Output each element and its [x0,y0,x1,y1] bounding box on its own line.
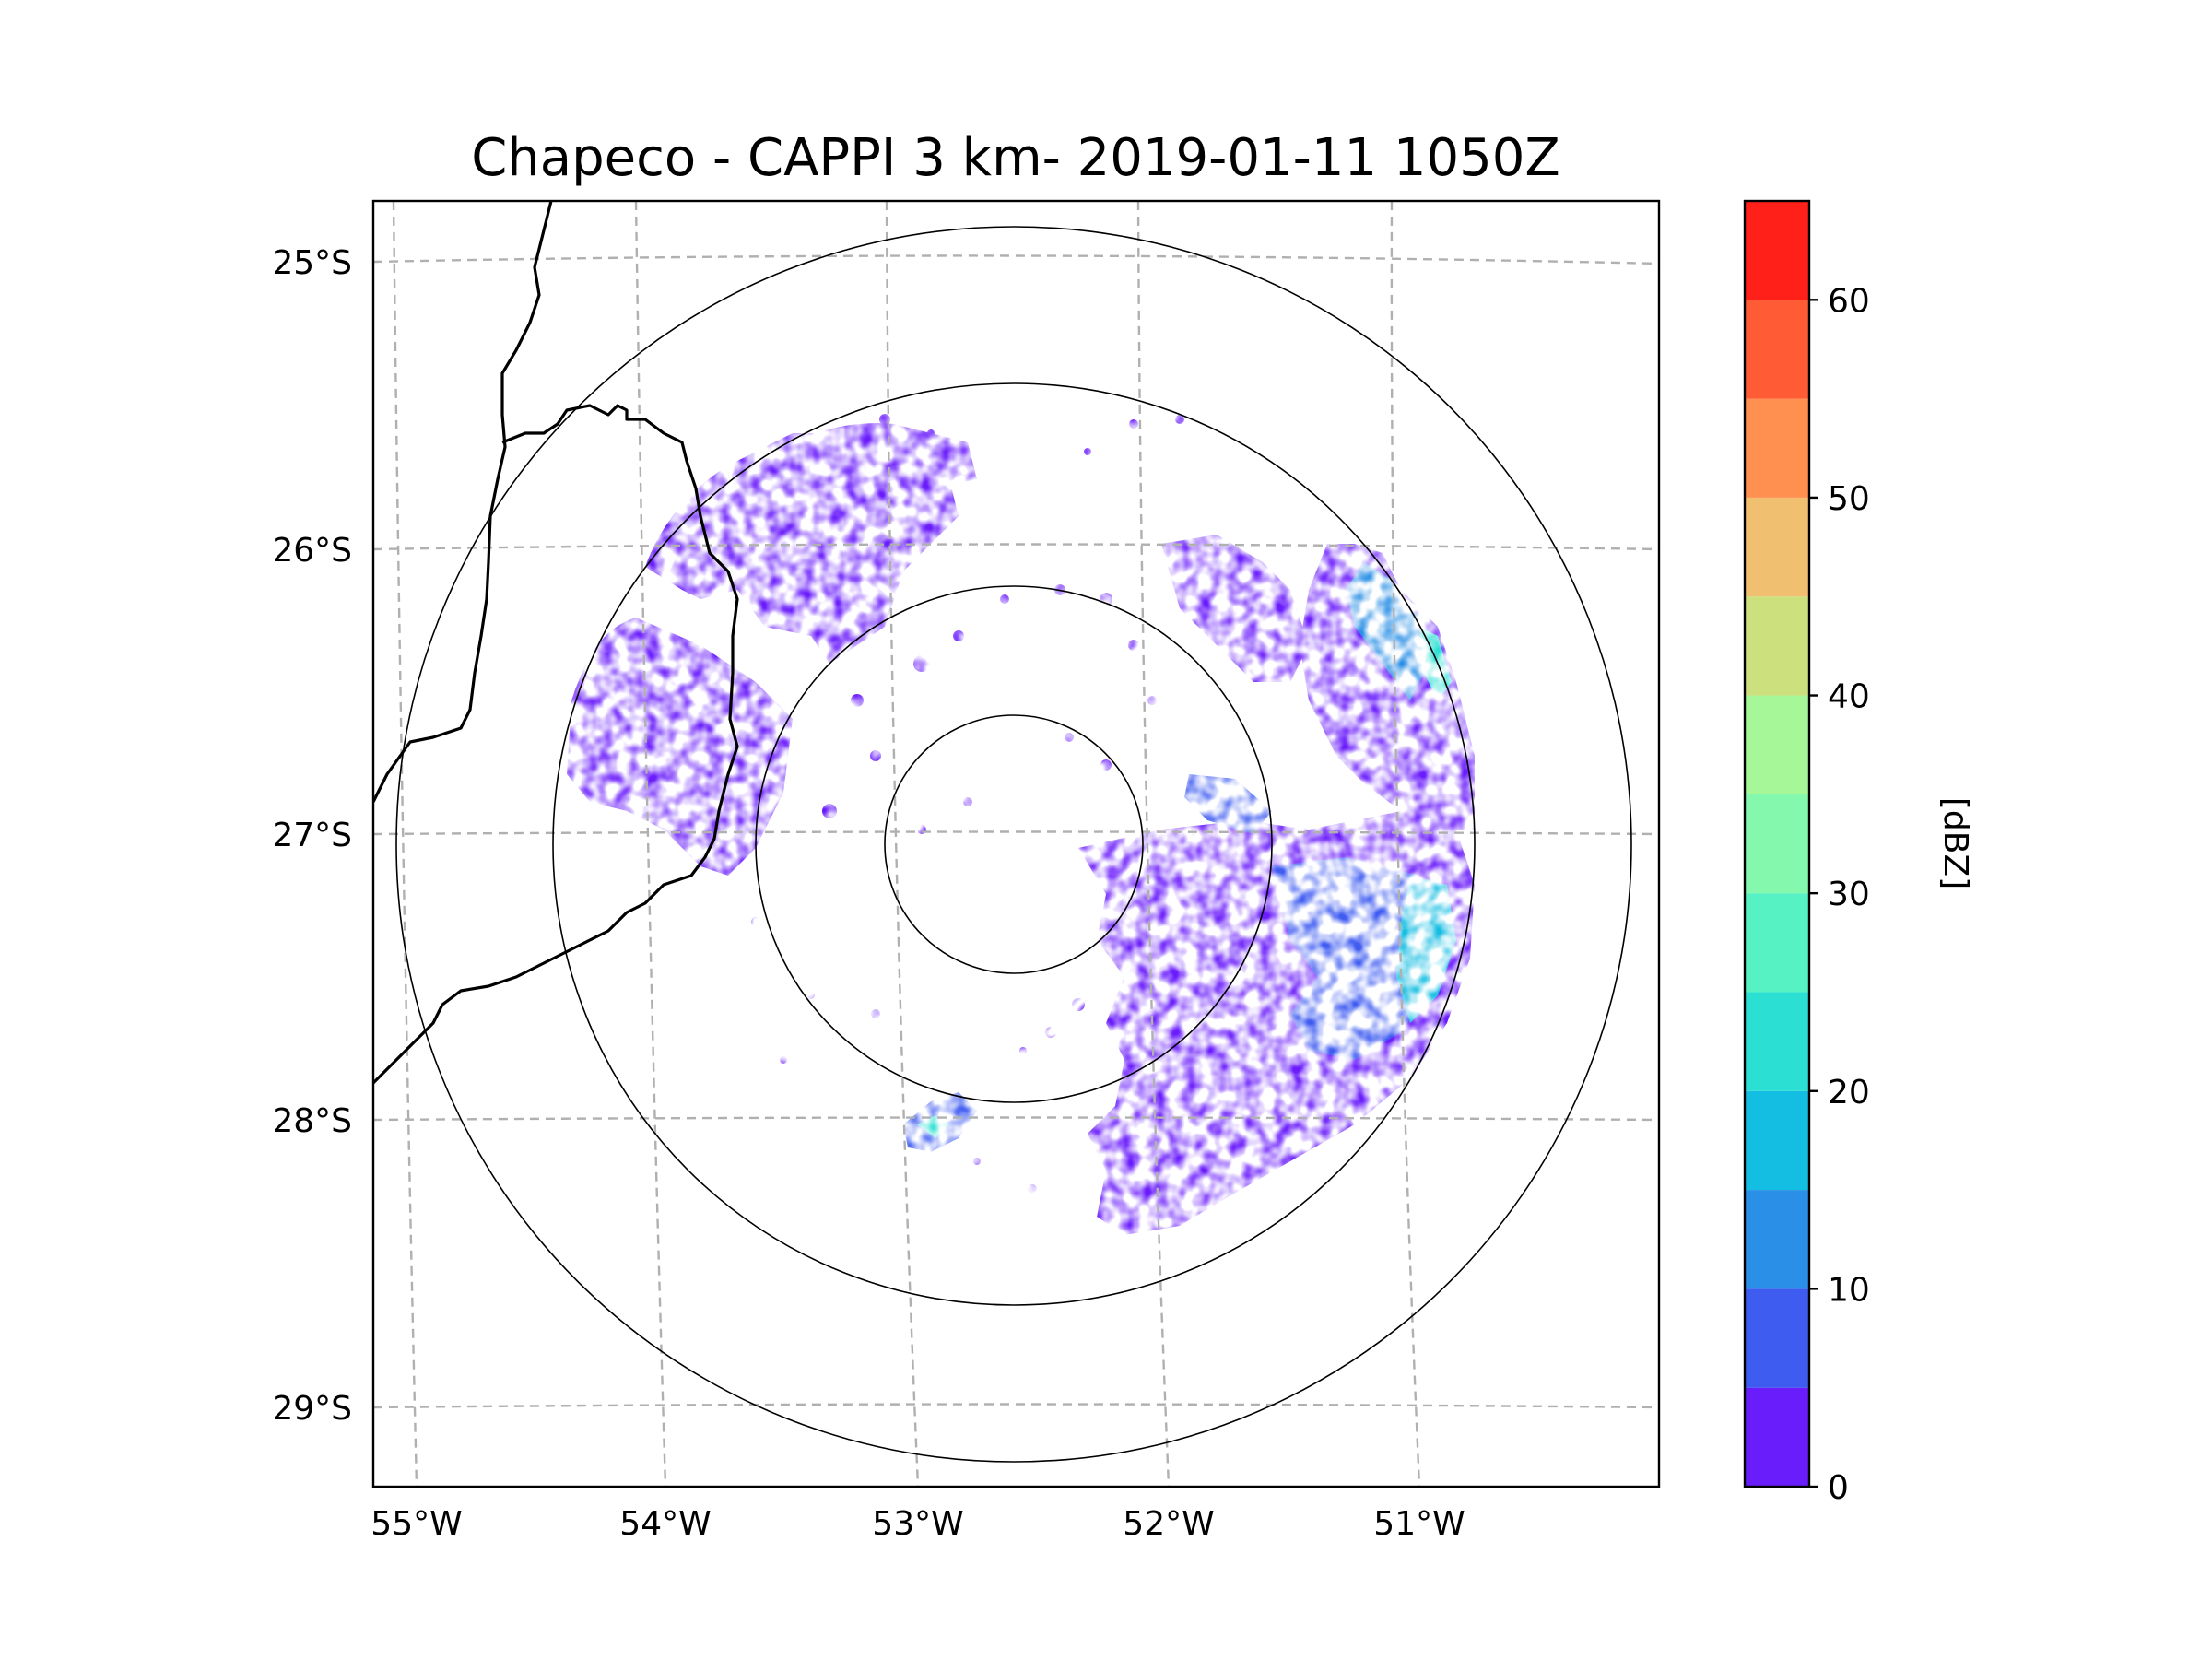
colorbar-segment [1745,1387,1809,1487]
range-ring-2 [755,585,1273,1103]
echo-region-east-core [1346,562,1429,700]
lon-tick-label: 54°W [619,1505,711,1543]
map-background [373,201,1659,1487]
lat-tick-labels: 25°S 26°S 27°S 28°S 29°S [272,244,352,1428]
range-ring-4 [395,226,1632,1463]
echo-region-east-south [1396,876,1456,1023]
lon-tick-labels: 55°W 54°W 53°W 52°W 51°W [371,1505,1465,1543]
echo-region-east-high [1419,627,1452,700]
lat-tick-label: 25°S [272,244,352,282]
chart-title: Chapeco - CAPPI 3 km- 2019-01-11 1050Z [471,128,1560,188]
range-rings [395,226,1632,1463]
echo-region-southeast-inner [1272,857,1447,1060]
echo-region-east-cell [1184,774,1272,834]
colorbar-tick-label: 40 [1828,678,1870,716]
colorbar-segment [1745,1090,1809,1191]
colorbar-segment [1745,398,1809,498]
map-frame [371,199,1661,1488]
echo-region-northeast [1161,535,1309,682]
colorbar-segment [1745,794,1809,894]
lon-tick-label: 55°W [371,1505,462,1543]
colorbar-segment [1745,201,1809,300]
colorbar-tick-label: 30 [1828,876,1870,913]
colorbar-segment [1745,1288,1809,1388]
colorbar-segment [1745,300,1809,399]
range-ring-3 [552,382,1476,1306]
colorbar-segment [1745,992,1809,1091]
echo-region-north [747,423,977,553]
colorbar: 0 10 20 30 40 50 60 [dBZ] [1743,199,1974,1507]
lat-tick-label: 28°S [272,1102,352,1140]
lon-tick-label: 53°W [872,1505,963,1543]
colorbar-segments [1745,201,1809,1487]
lon-tick-label: 52°W [1123,1505,1214,1543]
echo-region-east [1300,544,1475,830]
colorbar-tick-label: 60 [1828,282,1870,320]
echo-region-west [567,618,793,876]
political-borders [373,201,739,1085]
colorbar-segment [1745,596,1809,696]
colorbar-segment [1745,497,1809,597]
lat-tick-label: 29°S [272,1390,352,1428]
colorbar-segment [1745,695,1809,794]
radar-echoes [567,414,1475,1235]
colorbar-tick-label: 20 [1828,1074,1870,1112]
country-border [373,201,553,803]
colorbar-tick-label: 50 [1828,480,1870,518]
colorbar-label: [dBZ] [1936,797,1974,889]
state-border [373,404,739,1085]
graticule [373,201,1659,1487]
echo-scatter [751,414,1248,1194]
colorbar-segment [1745,1190,1809,1289]
colorbar-segment [1745,893,1809,993]
colorbar-ticks: 0 10 20 30 40 50 60 [1809,282,1870,1507]
lon-tick-label: 51°W [1373,1505,1465,1543]
map-panel [371,199,1661,1488]
colorbar-tick-label: 0 [1828,1469,1849,1507]
lat-tick-label: 26°S [272,532,352,570]
lat-tick-label: 27°S [272,817,352,854]
range-ring-1 [884,714,1144,974]
echo-region-southwest-core [917,1115,949,1138]
colorbar-tick-label: 10 [1828,1271,1870,1309]
colorbar-frame [1743,199,1811,1488]
